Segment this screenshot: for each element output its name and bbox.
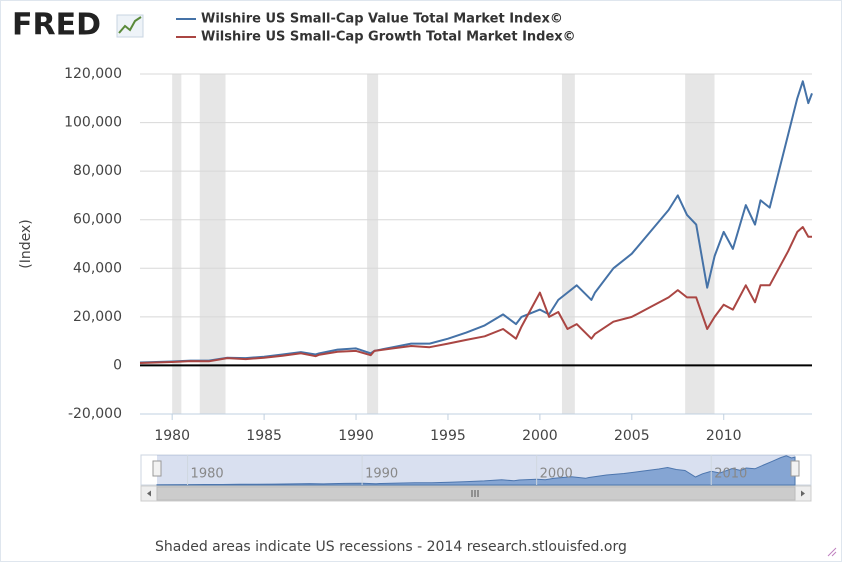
recession-band — [367, 74, 379, 414]
recession-band — [172, 74, 182, 414]
x-tick-label: 1990 — [338, 428, 374, 444]
y-tick-label: 0 — [113, 357, 122, 373]
legend: Wilshire US Small-Cap Value Total Market… — [176, 12, 576, 45]
navigator-tick-label: 1980 — [191, 467, 224, 482]
x-tick-label: 2010 — [706, 428, 742, 444]
resize-handle[interactable] — [827, 547, 837, 557]
series-line — [139, 226, 812, 364]
recession-band — [199, 74, 226, 414]
y-tick-label: 100,000 — [64, 115, 122, 131]
series-line — [139, 80, 813, 364]
recession-band — [561, 74, 575, 414]
navigator-area — [156, 455, 796, 486]
y-tick-label: 40,000 — [73, 260, 122, 276]
y-tick-label: 80,000 — [73, 163, 122, 179]
navigator-handle[interactable] — [790, 460, 800, 477]
x-tick-label: 1995 — [430, 428, 466, 444]
navigator: 1980 1990 2000 2010 — [140, 454, 812, 486]
y-tick-label: 20,000 — [73, 309, 122, 325]
x-tick-label: 2000 — [522, 428, 558, 444]
footer: Shaded areas indicate US recessions - 20… — [155, 539, 627, 555]
y-tick-label: -20,000 — [68, 406, 122, 422]
scrollbar[interactable] — [140, 485, 812, 502]
x-tick-label: 1985 — [246, 428, 282, 444]
logo-icon — [116, 14, 144, 38]
plot-area: -20,000 0 20,000 40,000 60,000 80,000 100,000 1… — [64, 66, 813, 444]
navigator-mask — [157, 455, 795, 485]
logo: FRED — [12, 8, 101, 43]
navigator-tick-label: 2010 — [714, 467, 747, 482]
y-axis-label: (Index) — [18, 219, 34, 268]
y-tick-label: 60,000 — [73, 212, 122, 228]
navigator-tick-label: 2000 — [540, 467, 573, 482]
navigator-handle[interactable] — [152, 460, 162, 477]
navigator-tick-label: 1990 — [365, 467, 398, 482]
legend-label: Wilshire US Small-Cap Growth Total Marke… — [201, 30, 576, 45]
y-tick-label: 120,000 — [64, 66, 122, 82]
legend-label: Wilshire US Small-Cap Value Total Market… — [201, 12, 563, 27]
x-tick-label: 2005 — [614, 428, 650, 444]
x-tick-label: 1980 — [154, 428, 190, 444]
